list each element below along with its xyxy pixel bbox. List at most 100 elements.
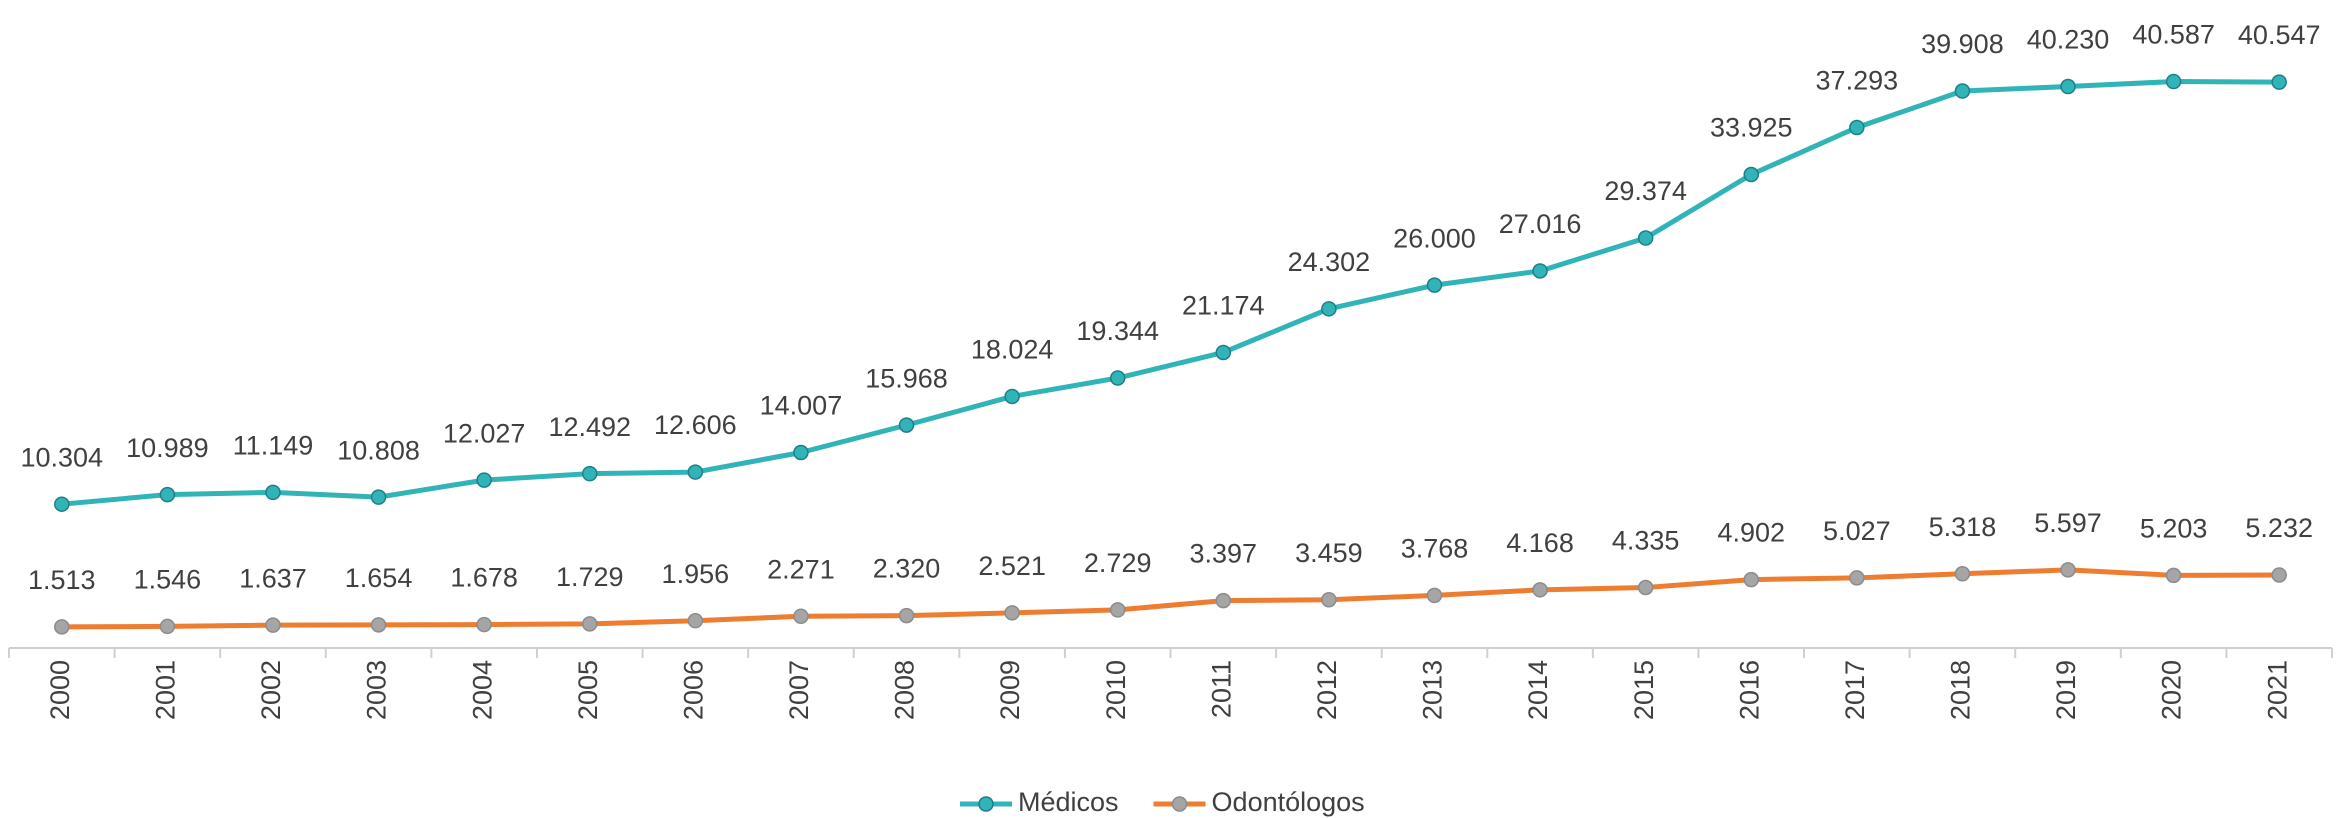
data-label: 3.768: [1401, 534, 1469, 564]
x-tick-label: 2019: [2051, 660, 2081, 720]
data-point: [1743, 166, 1759, 183]
data-point: [898, 607, 915, 624]
data-label: 12.606: [654, 410, 737, 440]
data-label: 1.956: [662, 559, 730, 589]
data-point: [2060, 78, 2076, 95]
data-label: 27.016: [1499, 209, 1582, 239]
data-label: 33.925: [1710, 113, 1793, 143]
data-point: [1954, 566, 1971, 582]
data-label: 40.587: [2132, 20, 2215, 50]
data-label: 1.729: [556, 562, 624, 592]
data-label: 5.318: [1929, 512, 1997, 542]
data-label: 1.637: [239, 563, 307, 593]
data-point: [1849, 570, 1865, 586]
data-label: 5.232: [2245, 513, 2313, 543]
data-point: [159, 618, 176, 635]
legend-item: Médicos: [960, 787, 1119, 817]
data-point: [1215, 344, 1232, 361]
x-tick-label: 2001: [151, 660, 181, 720]
data-label: 2.271: [767, 554, 835, 584]
data-point: [1109, 370, 1126, 386]
legend-marker: [978, 796, 994, 812]
data-point: [2165, 567, 2182, 584]
x-tick-label: 2012: [1312, 660, 1342, 720]
data-point: [1321, 591, 1337, 608]
data-point: [582, 465, 598, 482]
data-label: 10.304: [20, 442, 103, 472]
x-tick-label: 2018: [1946, 660, 1976, 720]
data-point: [1954, 83, 1971, 99]
data-label: 11.149: [233, 431, 314, 461]
data-point: [687, 464, 704, 480]
data-point: [793, 444, 809, 461]
data-label: 29.374: [1604, 176, 1687, 206]
data-point: [1637, 230, 1654, 246]
x-tick-label: 2003: [362, 660, 392, 720]
data-point: [1532, 263, 1548, 279]
data-point: [1321, 301, 1337, 317]
data-label: 5.597: [2034, 508, 2102, 538]
x-tick-label: 2007: [784, 660, 814, 720]
data-point: [582, 616, 598, 632]
x-tick-label: 2013: [1418, 660, 1448, 720]
data-label: 5.203: [2140, 514, 2208, 544]
legend-item: Odontólogos: [1153, 787, 1365, 817]
x-tick-label: 2016: [1734, 660, 1764, 720]
data-label: 37.293: [1816, 66, 1899, 96]
data-label: 18.024: [971, 335, 1054, 365]
x-tick-label: 2015: [1629, 660, 1659, 720]
data-label: 3.459: [1295, 538, 1363, 568]
x-tick-label: 2006: [678, 660, 708, 720]
data-point: [1426, 587, 1443, 604]
data-point: [476, 472, 492, 488]
data-point: [1109, 602, 1126, 618]
x-tick-label: 2002: [256, 660, 286, 720]
x-tick-label: 2008: [890, 660, 920, 720]
x-tick-label: 2009: [995, 660, 1025, 720]
data-label: 2.729: [1084, 548, 1152, 578]
data-point: [265, 617, 281, 633]
legend-label: Médicos: [1018, 787, 1119, 817]
data-label: 21.174: [1182, 291, 1265, 321]
legend-label: Odontólogos: [1212, 787, 1365, 817]
x-tick-label: 2017: [1840, 660, 1870, 720]
data-label: 39.908: [1921, 29, 2004, 59]
legend-marker: [1171, 796, 1188, 812]
data-point: [1637, 579, 1654, 596]
data-point: [370, 617, 387, 633]
data-point: [2271, 74, 2287, 90]
data-label: 2.521: [978, 551, 1046, 581]
data-label: 15.968: [865, 363, 948, 393]
data-label: 1.546: [134, 565, 202, 595]
data-label: 3.397: [1190, 539, 1258, 569]
data-point: [1426, 277, 1443, 293]
data-point: [1004, 388, 1020, 405]
data-label: 1.513: [28, 565, 96, 595]
data-label: 5.027: [1823, 516, 1891, 546]
data-point: [1849, 119, 1865, 136]
data-point: [476, 616, 492, 633]
data-label: 24.302: [1288, 247, 1371, 277]
data-label: 4.168: [1506, 528, 1574, 558]
data-point: [265, 484, 281, 501]
data-point: [1215, 592, 1232, 609]
x-tick-label: 2000: [45, 660, 75, 720]
x-tick-label: 2005: [573, 660, 603, 720]
series-line: [61, 567, 2280, 630]
series-line: [61, 79, 2280, 507]
data-label: 1.678: [450, 563, 518, 593]
data-label: 10.808: [337, 435, 420, 465]
data-point: [54, 619, 70, 635]
data-point: [1532, 582, 1548, 598]
data-label: 40.230: [2027, 25, 2110, 55]
data-point: [898, 417, 915, 433]
x-tick-label: 2020: [2157, 660, 2187, 720]
data-point: [159, 486, 176, 503]
data-label: 2.320: [873, 554, 941, 584]
data-point: [687, 612, 704, 629]
x-tick-label: 2010: [1101, 660, 1131, 720]
data-point: [1004, 605, 1020, 621]
x-tick-label: 2014: [1523, 660, 1553, 720]
x-tick-label: 2004: [467, 660, 497, 720]
